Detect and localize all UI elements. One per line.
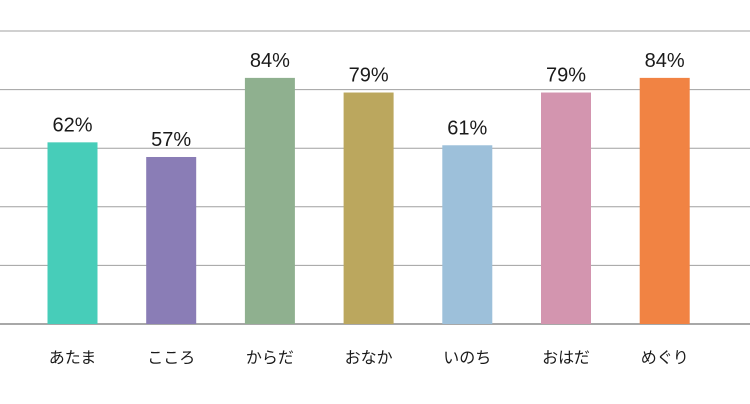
data-label-4: 79% <box>349 65 389 87</box>
category-label-4: おなか <box>345 348 393 367</box>
data-label-1: 62% <box>52 114 92 136</box>
bar-5 <box>442 145 493 324</box>
category-labels: あたま こころ からだ おなか いのち おはだ めぐり <box>49 348 689 367</box>
category-label-3: からだ <box>246 348 294 367</box>
bar-7 <box>639 77 690 324</box>
data-label-5: 61% <box>447 117 487 139</box>
bar-1 <box>47 142 98 324</box>
category-label-5: いのち <box>443 348 491 367</box>
category-label-7: めぐり <box>641 348 689 367</box>
bar-6 <box>541 92 591 324</box>
data-label-6: 79% <box>546 65 586 87</box>
data-label-3: 84% <box>250 50 290 72</box>
bar-3 <box>244 77 295 324</box>
bar-2 <box>146 156 197 324</box>
data-label-7: 84% <box>645 50 685 72</box>
bars <box>47 77 690 324</box>
data-label-2: 57% <box>151 129 191 151</box>
category-label-6: おはだ <box>542 348 590 367</box>
data-labels: 62% 57% 84% 79% 61% 79% 84% <box>52 50 684 151</box>
category-label-1: あたま <box>49 348 97 367</box>
category-label-2: こころ <box>147 348 195 367</box>
bar-4 <box>343 92 394 324</box>
